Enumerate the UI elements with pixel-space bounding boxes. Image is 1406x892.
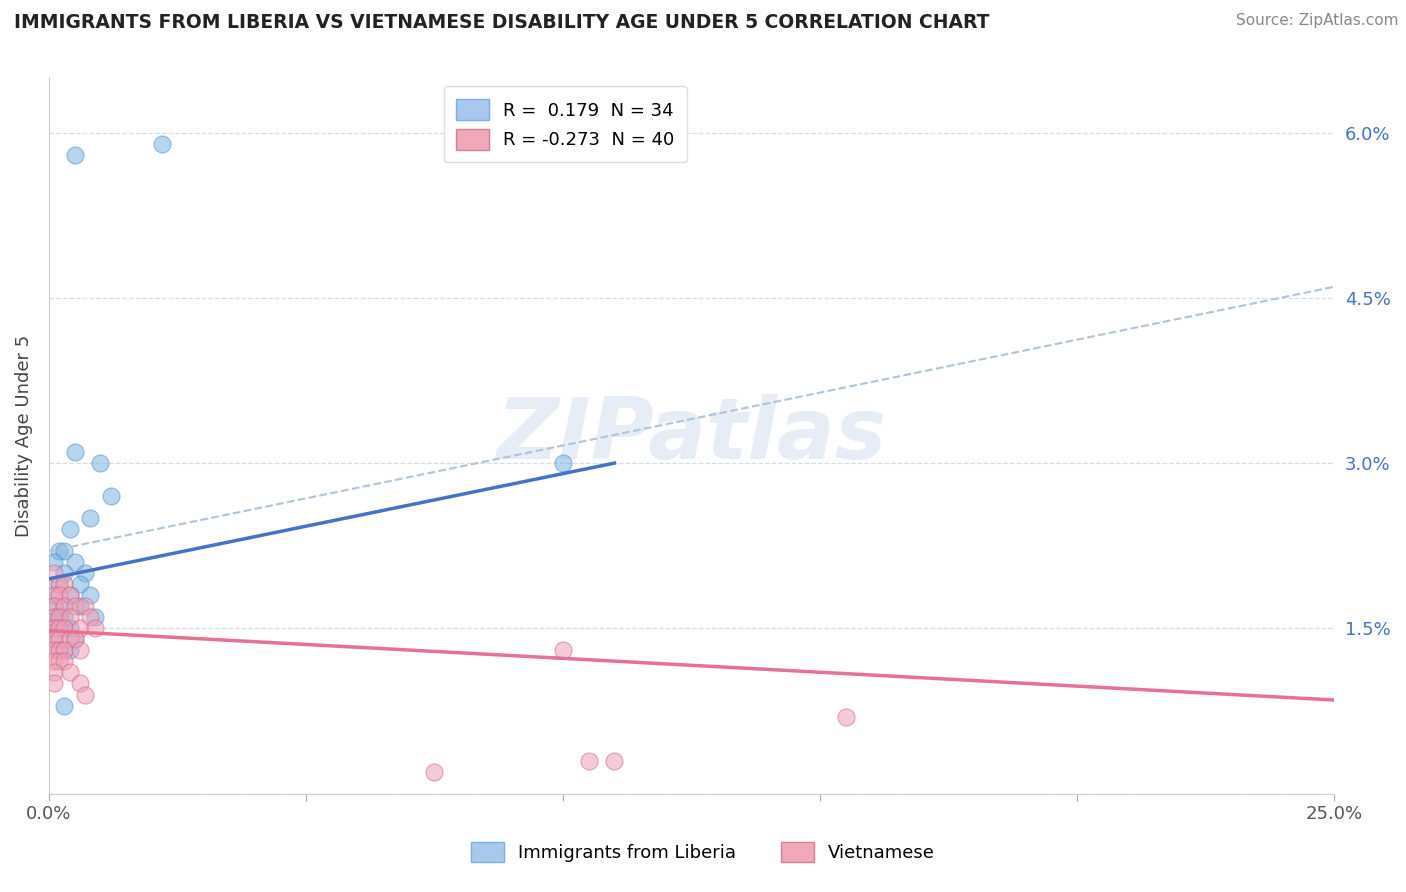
Point [42, 632, 65, 647]
Point [69, 599, 91, 614]
Point [551, 643, 574, 657]
Point [150, 136, 173, 151]
Point [58, 643, 80, 657]
Point [42, 610, 65, 624]
Point [73, 599, 96, 614]
Point [63, 147, 86, 161]
Point [42, 599, 65, 614]
Point [53, 643, 76, 657]
Point [58, 665, 80, 680]
Point [53, 655, 76, 669]
Point [53, 698, 76, 713]
Point [48, 588, 70, 602]
Point [58, 610, 80, 624]
Point [53, 599, 76, 614]
Point [58, 632, 80, 647]
Point [48, 577, 70, 591]
Point [603, 754, 626, 768]
Text: IMMIGRANTS FROM LIBERIA VS VIETNAMESE DISABILITY AGE UNDER 5 CORRELATION CHART: IMMIGRANTS FROM LIBERIA VS VIETNAMESE DI… [14, 13, 990, 32]
Legend: Immigrants from Liberia, Vietnamese: Immigrants from Liberia, Vietnamese [464, 834, 942, 870]
Point [42, 588, 65, 602]
Point [53, 599, 76, 614]
Point [53, 544, 76, 558]
Point [58, 621, 80, 635]
Point [100, 489, 122, 503]
Text: Source: ZipAtlas.com: Source: ZipAtlas.com [1236, 13, 1399, 29]
Point [63, 599, 86, 614]
Point [48, 610, 70, 624]
Point [48, 643, 70, 657]
Text: ZIPatlas: ZIPatlas [496, 394, 887, 477]
Point [63, 632, 86, 647]
Point [69, 676, 91, 690]
Point [63, 445, 86, 459]
Point [42, 599, 65, 614]
Point [73, 688, 96, 702]
Point [48, 544, 70, 558]
Point [89, 456, 111, 470]
Point [42, 632, 65, 647]
Point [63, 555, 86, 569]
Point [58, 522, 80, 536]
Point [73, 566, 96, 581]
Point [53, 577, 76, 591]
Point [48, 577, 70, 591]
Point [84, 621, 107, 635]
Point [42, 676, 65, 690]
Point [48, 655, 70, 669]
Point [42, 621, 65, 635]
Point [48, 643, 70, 657]
Point [79, 588, 101, 602]
Point [53, 610, 76, 624]
Point [53, 621, 76, 635]
Point [42, 621, 65, 635]
Point [834, 709, 856, 723]
Point [84, 610, 107, 624]
Point [63, 632, 86, 647]
Point [423, 764, 446, 779]
Point [42, 566, 65, 581]
Point [42, 588, 65, 602]
Point [79, 610, 101, 624]
Point [42, 655, 65, 669]
Point [551, 456, 574, 470]
Point [42, 665, 65, 680]
Point [69, 643, 91, 657]
Point [48, 621, 70, 635]
Point [578, 754, 600, 768]
Point [58, 588, 80, 602]
Point [42, 610, 65, 624]
Point [69, 621, 91, 635]
Point [69, 577, 91, 591]
Point [42, 643, 65, 657]
Point [42, 555, 65, 569]
Y-axis label: Disability Age Under 5: Disability Age Under 5 [15, 334, 32, 537]
Legend: R =  0.179  N = 34, R = -0.273  N = 40: R = 0.179 N = 34, R = -0.273 N = 40 [443, 87, 688, 162]
Point [53, 566, 76, 581]
Point [79, 511, 101, 525]
Point [58, 588, 80, 602]
Point [48, 610, 70, 624]
Point [48, 632, 70, 647]
Point [48, 621, 70, 635]
